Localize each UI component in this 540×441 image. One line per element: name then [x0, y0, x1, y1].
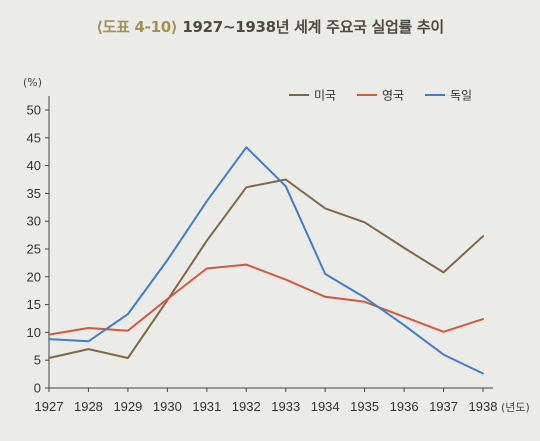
y-tick-label: 5 — [34, 353, 41, 368]
x-tick-label: 1927 — [35, 399, 64, 414]
x-tick-label: 1933 — [271, 399, 300, 414]
legend-label-3: 독일 — [450, 89, 472, 103]
y-tick-label: 20 — [27, 269, 41, 284]
legend-label-2: 영국 — [382, 89, 404, 103]
y-tick-label: 0 — [34, 381, 41, 396]
y-tick-label: 45 — [27, 130, 41, 145]
chart-title: ⟨도표 4-10⟩ 1927~1938년 세계 주요국 실업률 추이 — [0, 16, 540, 37]
series-line-1 — [48, 178, 484, 359]
chart-legend: 미국 영국 독일 — [289, 89, 472, 103]
series-line-2 — [48, 263, 484, 336]
y-tick-label: 10 — [27, 325, 41, 340]
chart-lines — [48, 146, 484, 375]
series-line-3 — [48, 146, 484, 375]
figure-title: 1927~1938년 세계 주요국 실업률 추이 — [182, 18, 444, 36]
x-tick-label: 1932 — [232, 399, 261, 414]
chart-axes: 0 5 10 15 20 25 30 35 40 45 50 1927 1928 1929 1930 1931… — [23, 76, 530, 414]
x-tick-label: 1935 — [350, 399, 379, 414]
y-tick-label: 25 — [27, 242, 41, 257]
legend-label-1: 미국 — [314, 89, 336, 103]
x-tick-label: 1928 — [74, 399, 103, 414]
x-tick-label: 1929 — [113, 399, 142, 414]
x-tick-label: 1938 — [469, 399, 498, 414]
y-tick-label: 50 — [27, 103, 41, 118]
x-axis-label: (년도) — [501, 401, 530, 414]
x-tick-label: 1930 — [153, 399, 182, 414]
x-tick-label: 1934 — [311, 399, 340, 414]
y-axis-label: (%) — [23, 76, 42, 89]
y-tick-label: 30 — [27, 214, 41, 229]
x-tick-label: 1931 — [192, 399, 221, 414]
y-tick-label: 35 — [27, 186, 41, 201]
figure-label: ⟨도표 4-10⟩ — [96, 18, 178, 36]
y-tick-label: 40 — [27, 158, 41, 173]
x-tick-label: 1936 — [390, 399, 419, 414]
x-tick-label: 1937 — [429, 399, 458, 414]
y-tick-label: 15 — [27, 297, 41, 312]
